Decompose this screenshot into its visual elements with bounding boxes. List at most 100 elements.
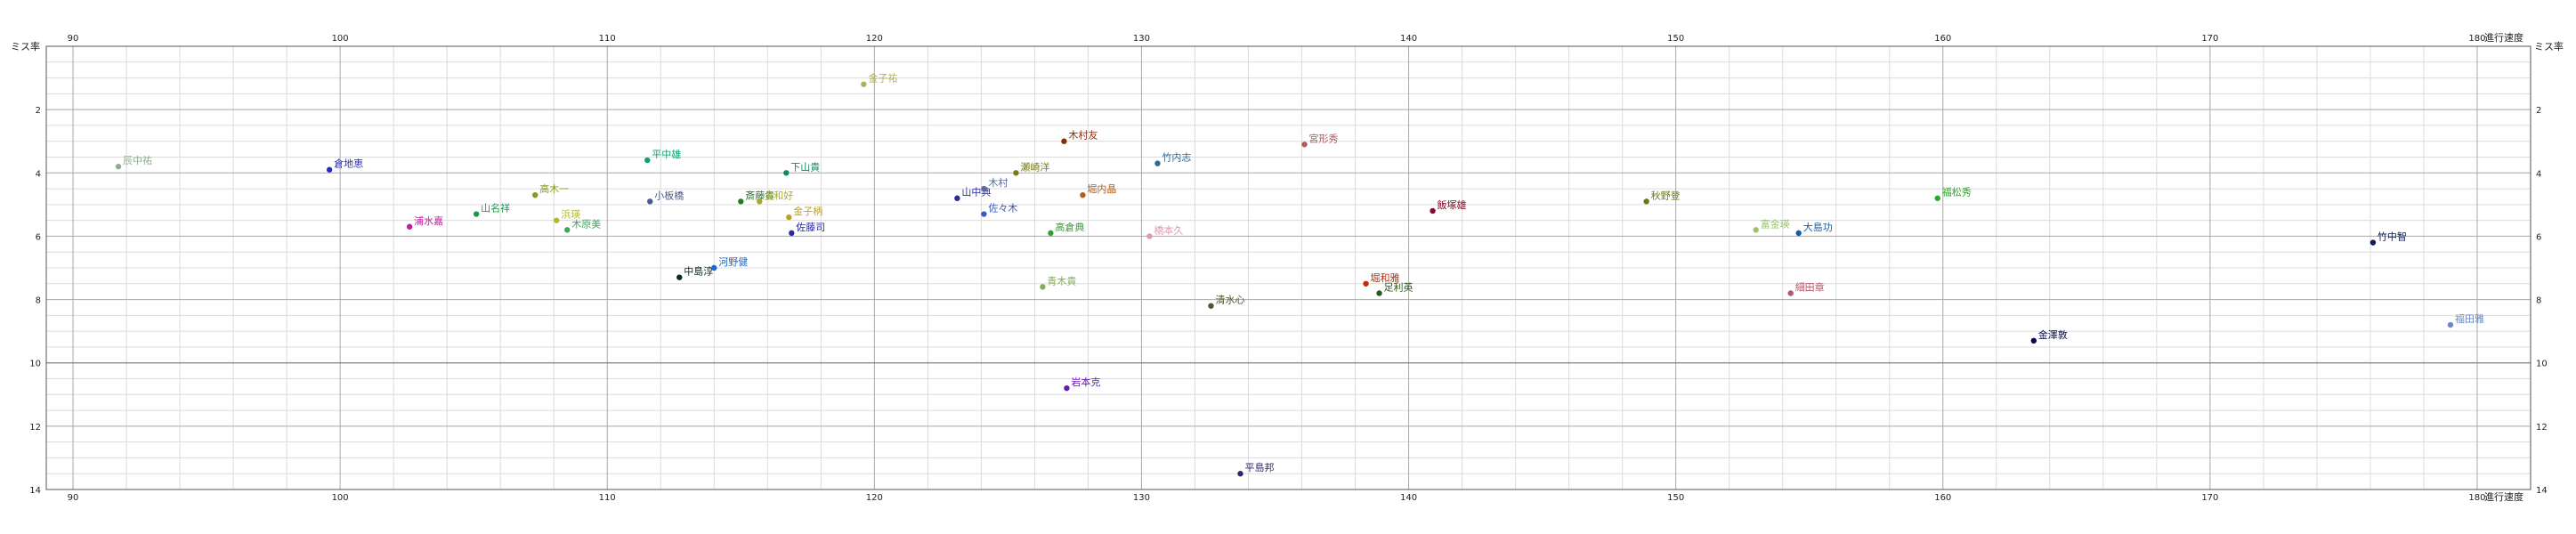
y-tick-label-left: 14 bbox=[29, 486, 41, 496]
data-point-label: 金子柄 bbox=[793, 205, 822, 217]
data-point bbox=[738, 198, 744, 205]
x-axis-label-bottom: 進行速度 bbox=[2484, 490, 2523, 503]
y-tick-label-right: 12 bbox=[2536, 423, 2548, 433]
y-tick-label-right: 2 bbox=[2536, 106, 2541, 116]
x-tick-label-top: 100 bbox=[332, 34, 349, 44]
data-point-label: 辰中祐 bbox=[123, 155, 152, 166]
x-tick-label-bottom: 140 bbox=[1400, 493, 1417, 503]
data-point-label: 倉地恵 bbox=[334, 158, 363, 170]
minor-gridlines bbox=[46, 46, 2531, 490]
data-point-label: 山中典 bbox=[961, 186, 991, 198]
x-tick-label-top: 140 bbox=[1400, 34, 1417, 44]
data-point-label: 下山貴 bbox=[790, 160, 820, 173]
data-point bbox=[861, 81, 867, 87]
data-point bbox=[789, 230, 795, 237]
data-point bbox=[676, 274, 683, 280]
data-point-label: 福松秀 bbox=[1942, 186, 1972, 198]
data-point-label: 木村友 bbox=[1068, 129, 1098, 142]
data-point bbox=[783, 170, 790, 176]
x-axis-label-top: 進行速度 bbox=[2484, 31, 2523, 44]
data-point-label: 木村 bbox=[988, 176, 1008, 189]
data-point-label: 平中雄 bbox=[652, 148, 681, 160]
x-tick-label-bottom: 180 bbox=[2468, 493, 2485, 503]
data-point-label: 金澤敦 bbox=[2038, 328, 2068, 341]
data-point-label: 浦水嘉 bbox=[414, 214, 443, 227]
data-point bbox=[647, 198, 653, 205]
y-tick-label-right: 10 bbox=[2536, 360, 2548, 369]
data-point bbox=[326, 166, 333, 173]
y-tick-label-left: 12 bbox=[29, 423, 41, 433]
y-tick-label-left: 4 bbox=[36, 169, 41, 179]
y-tick-label-left: 10 bbox=[29, 360, 41, 369]
x-tick-label-top: 110 bbox=[599, 34, 616, 44]
data-point bbox=[1237, 471, 1243, 477]
data-point bbox=[1363, 280, 1369, 287]
x-tick-label-bottom: 150 bbox=[1667, 493, 1684, 503]
data-point bbox=[564, 227, 571, 233]
data-point-label: 富金瑛 bbox=[1761, 217, 1790, 230]
data-point-label: 斎藤貴 bbox=[745, 189, 774, 201]
data-point-label: 細田章 bbox=[1795, 280, 1825, 293]
data-point-label: 佐藤司 bbox=[796, 221, 825, 233]
data-point-label: 平島邦 bbox=[1244, 461, 1274, 473]
data-point bbox=[1154, 160, 1161, 166]
data-point bbox=[786, 214, 792, 221]
data-point bbox=[1064, 384, 1070, 392]
data-point bbox=[1787, 290, 1794, 296]
data-point-label: 秋野登 bbox=[1651, 189, 1681, 201]
x-tick-label-bottom: 170 bbox=[2201, 493, 2218, 503]
data-point bbox=[1040, 284, 1046, 290]
y-tick-label-left: 6 bbox=[36, 232, 41, 242]
x-tick-label-bottom: 160 bbox=[1934, 493, 1951, 503]
data-point bbox=[1430, 207, 1436, 214]
data-point bbox=[981, 211, 987, 217]
y-tick-label-right: 4 bbox=[2536, 169, 2541, 179]
data-point bbox=[1048, 230, 1054, 237]
data-point-label: 佐々木 bbox=[988, 202, 1017, 214]
data-point-label: 足利英 bbox=[1384, 280, 1414, 293]
data-point bbox=[531, 191, 539, 198]
x-tick-label-bottom: 120 bbox=[866, 493, 883, 503]
data-point bbox=[1643, 198, 1649, 205]
data-point-label: 竹中智 bbox=[2378, 231, 2407, 243]
data-point bbox=[1080, 191, 1086, 198]
data-point bbox=[2447, 321, 2454, 328]
data-point-label: 中島淳 bbox=[684, 265, 713, 278]
data-point bbox=[954, 195, 960, 201]
data-point-label: 青木貴 bbox=[1047, 274, 1076, 287]
x-tick-label-top: 180 bbox=[2468, 34, 2485, 44]
data-point-label: 木原美 bbox=[571, 218, 601, 230]
data-point-label: 金子祐 bbox=[868, 72, 897, 85]
data-point-label: 橋本久 bbox=[1154, 223, 1183, 236]
data-point-label: 飯塚雄 bbox=[1438, 198, 1467, 211]
data-point bbox=[406, 223, 413, 230]
data-point bbox=[1208, 303, 1214, 309]
y-tick-label-right: 6 bbox=[2536, 232, 2541, 242]
x-tick-label-top: 120 bbox=[866, 34, 883, 44]
x-tick-label-top: 150 bbox=[1667, 34, 1684, 44]
data-point-label: 高倉典 bbox=[1055, 221, 1084, 233]
data-point bbox=[473, 211, 480, 217]
data-point-label: 金和好 bbox=[764, 189, 793, 201]
data-point bbox=[1301, 142, 1308, 148]
data-point-label: 堀内晶 bbox=[1087, 182, 1116, 195]
y-axis-label-left: ミス率 bbox=[11, 40, 40, 53]
data-point bbox=[1061, 138, 1067, 144]
y-tick-label-right: 14 bbox=[2536, 486, 2548, 496]
data-point-label: 清水心 bbox=[1215, 295, 1244, 306]
data-point-label: 河野健 bbox=[718, 256, 748, 268]
data-point bbox=[1013, 170, 1019, 176]
data-point-label: 浜瑛 bbox=[561, 209, 580, 221]
data-point bbox=[981, 185, 987, 192]
x-tick-label-top: 90 bbox=[68, 34, 79, 44]
data-point-label: 小板橋 bbox=[654, 189, 684, 201]
x-tick-label-top: 170 bbox=[2201, 34, 2218, 44]
data-point bbox=[1753, 227, 1759, 233]
data-point bbox=[554, 217, 560, 223]
x-tick-label-bottom: 130 bbox=[1133, 493, 1150, 503]
data-point-label: 山名祥 bbox=[481, 202, 510, 214]
data-point-label: 竹内志 bbox=[1162, 151, 1191, 164]
data-point-label: 宮形秀 bbox=[1309, 132, 1339, 144]
